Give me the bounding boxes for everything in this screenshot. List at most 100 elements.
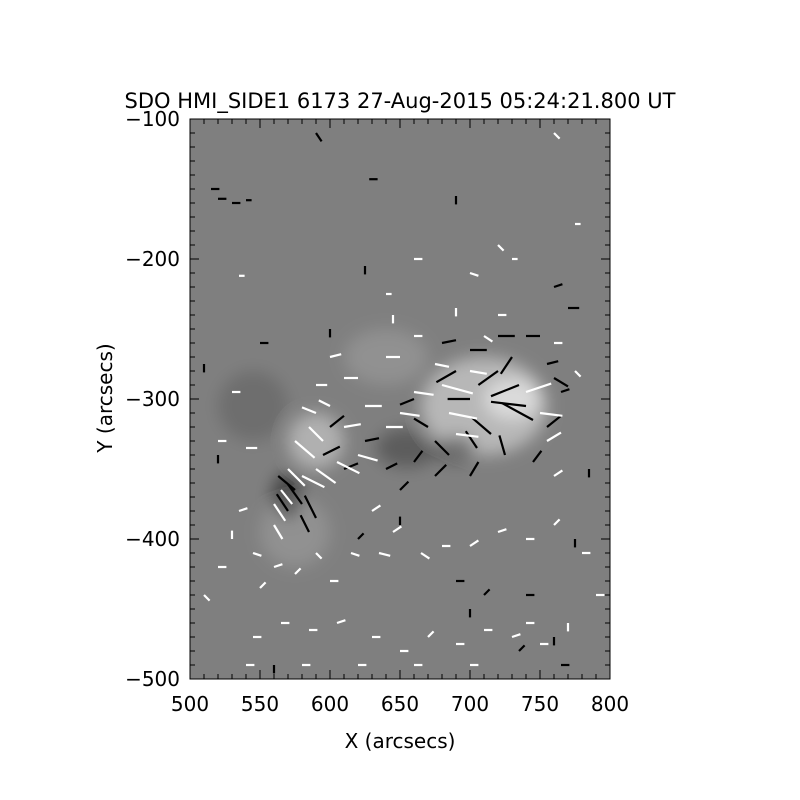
field-vector — [329, 414, 345, 428]
field-vector — [399, 397, 415, 406]
x-tick-label: 500 — [171, 692, 209, 716]
field-vector — [371, 504, 382, 512]
field-vector — [525, 382, 552, 394]
polarity-patch-4 — [376, 428, 438, 468]
field-vector — [350, 551, 360, 557]
field-vector — [498, 435, 507, 456]
field-vector — [343, 423, 361, 429]
field-vector — [299, 514, 310, 533]
field-vector — [434, 362, 450, 368]
y-tick-label: −400 — [125, 527, 180, 551]
field-vector — [553, 377, 569, 388]
field-vector — [435, 370, 457, 384]
x-axis: 500 550 600 650 700 750 800 — [171, 119, 629, 716]
field-vector — [490, 383, 520, 398]
field-vector — [303, 495, 317, 519]
field-vector — [546, 431, 562, 442]
field-vector — [560, 388, 570, 394]
field-vector — [448, 411, 478, 420]
field-vector — [203, 594, 211, 602]
field-vector — [343, 462, 359, 471]
y-tick-label: −500 — [125, 667, 180, 691]
field-vector — [455, 432, 479, 438]
field-vector — [301, 406, 317, 415]
field-vector — [546, 360, 559, 366]
y-axis: −100 −200 −300 −400 −500 — [125, 107, 610, 691]
field-vector — [259, 581, 267, 589]
field-vector — [574, 370, 582, 378]
field-vector — [553, 469, 564, 477]
field-vector — [470, 416, 492, 435]
field-vector — [413, 450, 424, 463]
field-vector — [318, 399, 331, 407]
field-vector — [273, 503, 287, 522]
field-vector — [280, 489, 294, 505]
field-vector — [497, 528, 507, 534]
x-tick-label: 700 — [451, 692, 489, 716]
polarity-patch-5 — [435, 434, 477, 462]
field-vector — [434, 440, 450, 456]
y-tick-label: −200 — [125, 247, 180, 271]
y-tick-label: −300 — [125, 387, 180, 411]
field-vector — [501, 402, 534, 421]
field-vector — [546, 414, 562, 428]
field-vector — [287, 483, 303, 505]
x-tick-label: 550 — [241, 692, 279, 716]
field-vector — [483, 335, 494, 343]
field-vector — [464, 430, 478, 449]
field-vector — [392, 525, 403, 533]
field-vector — [553, 518, 561, 526]
field-vector — [413, 390, 434, 396]
field-vector — [357, 453, 378, 462]
field-vector — [294, 567, 302, 575]
field-vector — [477, 370, 499, 386]
polarity-patch-1 — [484, 378, 540, 420]
field-vector — [336, 619, 346, 625]
field-vector — [427, 630, 435, 638]
field-vector — [273, 524, 284, 540]
polarity-patch-6 — [260, 497, 330, 567]
x-tick-label: 650 — [381, 692, 419, 716]
field-vector — [399, 480, 410, 491]
field-vector — [294, 440, 316, 459]
field-vector — [553, 132, 561, 140]
vector-layer — [202, 132, 605, 674]
field-vector — [553, 283, 563, 289]
field-vector — [518, 644, 526, 652]
field-vector — [275, 493, 289, 512]
field-vector — [308, 426, 324, 442]
field-vector — [273, 563, 283, 569]
field-vector — [469, 271, 479, 277]
x-tick-label: 800 — [591, 692, 629, 716]
field-vector — [511, 633, 521, 639]
field-vector — [329, 353, 342, 359]
field-vector — [532, 450, 543, 463]
field-vector — [301, 475, 325, 489]
chart-title: SDO HMI_SIDE1 6173 27-Aug-2015 05:24:21.… — [125, 89, 676, 114]
field-vector — [539, 411, 563, 417]
field-vector — [315, 468, 337, 484]
field-vector — [322, 445, 341, 456]
field-vector — [315, 132, 323, 143]
field-vector — [357, 532, 365, 540]
field-vector — [497, 244, 505, 252]
field-vector — [336, 461, 360, 475]
x-tick-label: 600 — [311, 692, 349, 716]
field-vector — [385, 462, 398, 470]
field-vector — [441, 383, 474, 395]
field-vector — [287, 468, 306, 487]
field-vector — [413, 417, 429, 428]
field-vector — [315, 552, 323, 560]
field-vector — [499, 356, 513, 375]
x-tick-label: 750 — [521, 692, 559, 716]
field-vector — [469, 369, 487, 375]
field-vector — [420, 552, 431, 560]
field-vector — [364, 437, 380, 443]
field-vector — [441, 339, 457, 345]
field-vector — [399, 411, 420, 417]
field-vector — [483, 588, 491, 596]
y-axis-label: Y (arcsecs) — [93, 343, 117, 453]
field-vector — [490, 400, 527, 408]
x-axis-label: X (arcsecs) — [345, 729, 456, 753]
